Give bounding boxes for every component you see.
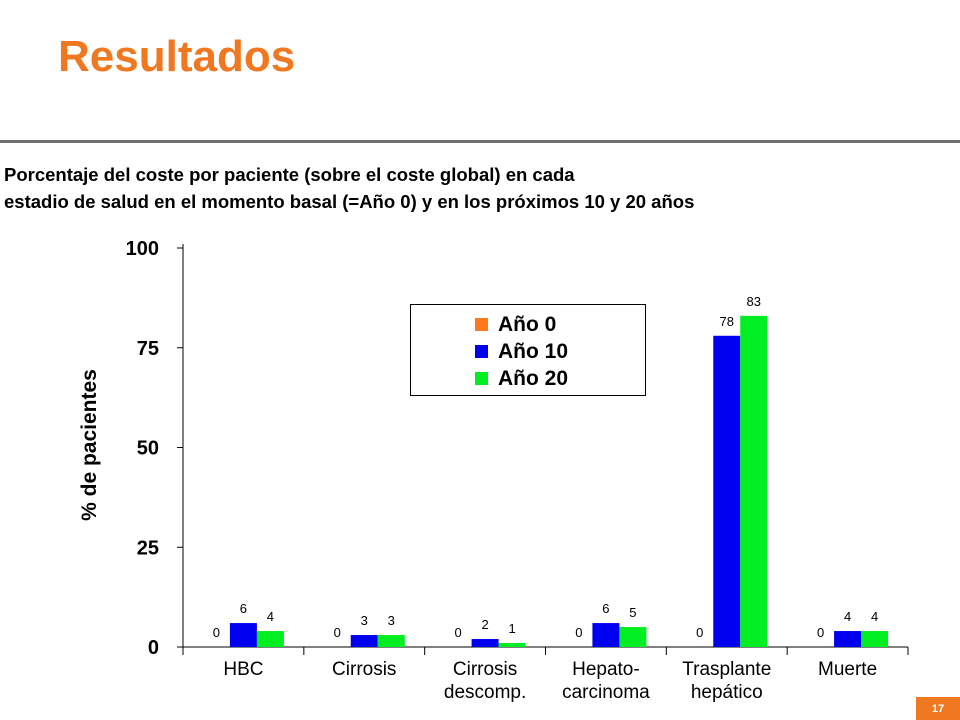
data-label: 0 (213, 625, 220, 640)
data-label: 4 (871, 609, 878, 624)
slide-title: Resultados (58, 32, 296, 81)
legend-swatch (475, 372, 488, 385)
y-tick-label: 50 (137, 438, 159, 460)
data-label: 3 (388, 613, 395, 628)
bar (861, 631, 889, 647)
y-tick-label: 75 (137, 338, 159, 360)
x-category-label: HBC (223, 659, 263, 680)
x-category-label: carcinoma (562, 682, 650, 703)
subtitle-line-2: estadio de salud en el momento basal (=A… (4, 191, 695, 212)
bar (834, 631, 862, 647)
data-label: 83 (747, 294, 761, 309)
subtitle-line-1: Porcentaje del coste por paciente (sobre… (4, 164, 575, 185)
data-label: 6 (240, 601, 247, 616)
data-label: 5 (629, 605, 636, 620)
x-category-label: Hepato- (572, 659, 640, 680)
page-number: 17 (916, 697, 960, 720)
x-category-label: descomp. (444, 682, 526, 703)
y-tick-label: 0 (148, 637, 159, 659)
x-category-label: hepático (691, 682, 763, 703)
legend-item: Año 10 (475, 338, 645, 365)
x-category-label: Cirrosis (332, 659, 396, 680)
bar (740, 315, 768, 647)
legend-label: Año 0 (498, 312, 557, 336)
y-tick-label: 100 (126, 238, 159, 260)
data-label: 0 (575, 625, 582, 640)
y-tick-label: 25 (137, 537, 159, 559)
x-category-label: Muerte (818, 659, 877, 680)
data-label: 2 (481, 617, 488, 632)
data-label: 1 (508, 621, 515, 636)
legend-swatch (475, 318, 488, 331)
data-label: 0 (334, 625, 341, 640)
bar (471, 639, 499, 647)
data-label: 0 (696, 625, 703, 640)
x-category-label: Cirrosis (453, 659, 517, 680)
chart-subtitle: Porcentaje del coste por paciente (sobre… (4, 161, 960, 215)
data-label: 78 (720, 314, 734, 329)
data-label: 0 (817, 625, 824, 640)
title-divider (0, 140, 960, 143)
legend-label: Año 20 (498, 366, 569, 390)
bar (256, 631, 284, 647)
bar (619, 627, 647, 647)
x-category-label: Trasplante (682, 659, 771, 680)
bar (350, 635, 378, 647)
bar (229, 623, 257, 647)
data-label: 4 (267, 609, 274, 624)
bar (592, 623, 620, 647)
legend-item: Año 20 (475, 365, 645, 392)
data-label: 3 (361, 613, 368, 628)
data-label: 6 (602, 601, 609, 616)
legend-item: Año 0 (475, 311, 645, 338)
legend-swatch (475, 345, 488, 358)
chart-legend: Año 0 Año 10 Año 20 (410, 304, 646, 396)
bar (377, 635, 405, 647)
bar (713, 335, 741, 647)
data-label: 4 (844, 609, 851, 624)
legend-label: Año 10 (498, 339, 569, 363)
bar (498, 643, 526, 647)
data-label: 0 (454, 625, 461, 640)
